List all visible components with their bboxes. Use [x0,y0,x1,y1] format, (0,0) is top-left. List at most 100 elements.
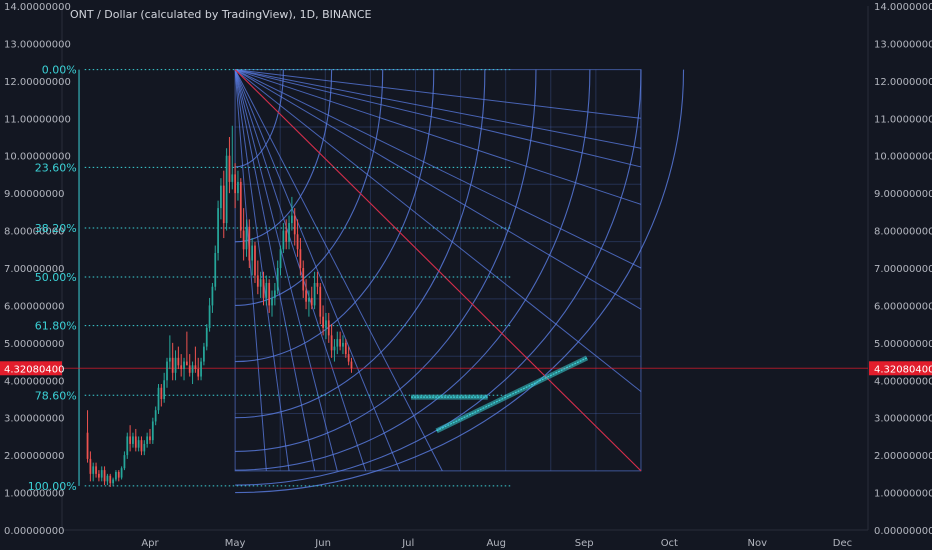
y-tick-label-right: 4.00000000 [874,376,932,387]
candle-body [333,346,336,351]
x-tick-label: Sep [575,538,594,549]
current-price-label-right: 4.32080400 [874,364,932,375]
y-tick-label-right: 13.00000000 [874,39,932,50]
y-tick-label-left: 8.00000000 [4,227,64,238]
candle-body [126,436,129,456]
candle-body [299,249,302,268]
candle-body [319,286,322,317]
candle-body [296,234,299,250]
fib-level-label: 38.20% [35,222,77,235]
candle-body [220,185,222,209]
candle-body [245,226,248,250]
candle-body [248,226,251,261]
candle-body [203,346,205,362]
candle-body [98,473,100,478]
candle-body [177,357,180,366]
candle-body [109,475,112,484]
y-tick-label-right: 5.00000000 [874,339,932,350]
candle-body [208,305,211,328]
y-tick-label-right: 12.00000000 [874,77,932,88]
candle-body [276,268,279,291]
candle-body [344,342,347,355]
candle-body [129,436,131,444]
x-tick-label: Aug [486,538,506,549]
candle-body [174,357,177,373]
y-tick-label-right: 0.00000000 [874,526,932,537]
candle-body [291,215,293,224]
candle-body [293,215,296,235]
candle-body [183,361,185,370]
y-tick-label-left: 13.00000000 [4,39,71,50]
gann-arc [235,69,333,243]
x-tick-label: Jun [314,538,331,549]
candle-body [132,436,134,444]
y-tick-label-left: 7.00000000 [4,264,64,275]
candle-body [239,181,242,231]
fib-level-label: 100.00% [28,480,77,493]
candle-body [200,361,202,377]
candle-body [86,432,89,459]
gann-fan-line [234,69,267,471]
candle-body [268,282,271,306]
x-tick-label: Oct [661,538,678,549]
candle-body [222,185,225,224]
gann-arc [235,69,642,486]
candle-body [313,282,316,306]
gann-fan-line [235,69,642,119]
candle-body [256,275,259,287]
x-tick-label: Dec [833,538,852,549]
diagonal-trend-line [234,69,642,472]
gann-fan-line [234,69,443,472]
candle-body [225,155,228,224]
y-tick-label-right: 11.00000000 [874,114,932,125]
candle-body [327,320,330,336]
y-tick-label-right: 7.00000000 [874,264,932,275]
candle-body [92,466,95,474]
candle-body [123,455,126,469]
y-tick-label-right: 9.00000000 [874,189,932,200]
gann-arc [235,69,284,168]
candle-body [194,365,197,370]
y-tick-label-right: 6.00000000 [874,301,932,312]
candle-body [166,361,168,381]
current-price-label-left: 4.32080400 [4,364,64,375]
y-tick-label-left: 1.00000000 [4,489,64,500]
gann-fan-line [234,69,401,472]
candle-body [134,436,137,448]
x-tick-label: Nov [748,538,768,549]
x-tick-label: May [225,538,246,549]
candle-body [143,443,146,452]
candle-body [171,357,174,373]
projection-bars-detail [436,357,588,432]
y-tick-label-left: 5.00000000 [4,339,64,350]
gann-arc [235,69,486,419]
gann-arc [235,69,435,363]
candle-body [316,282,319,287]
candle-body [254,245,256,276]
candle-body [106,475,109,482]
candle-body [168,357,171,362]
candle-body [279,249,282,268]
candle-body [347,354,350,362]
gann-fan-line [234,69,642,205]
fib-level-label: 50.00% [35,271,77,284]
y-tick-label-right: 8.00000000 [874,227,932,238]
gann-arc [235,69,537,452]
candle-body [214,253,217,287]
candle-body [336,339,339,347]
gann-arc [235,69,591,471]
candle-body [342,342,344,347]
candle-body [95,466,97,474]
gann-fan-line [234,69,642,269]
chart-title: ONT / Dollar (calculated by TradingView)… [70,8,372,21]
candle-body [205,327,208,347]
gann-fan-line [234,69,290,471]
candle-body [197,369,200,377]
gann-fan-line [235,69,642,149]
candle-body [120,468,123,478]
candle-body [112,479,114,484]
fib-level-label: 61.80% [35,320,77,333]
fib-level-label: 78.60% [35,389,77,402]
candle-body [146,436,149,444]
